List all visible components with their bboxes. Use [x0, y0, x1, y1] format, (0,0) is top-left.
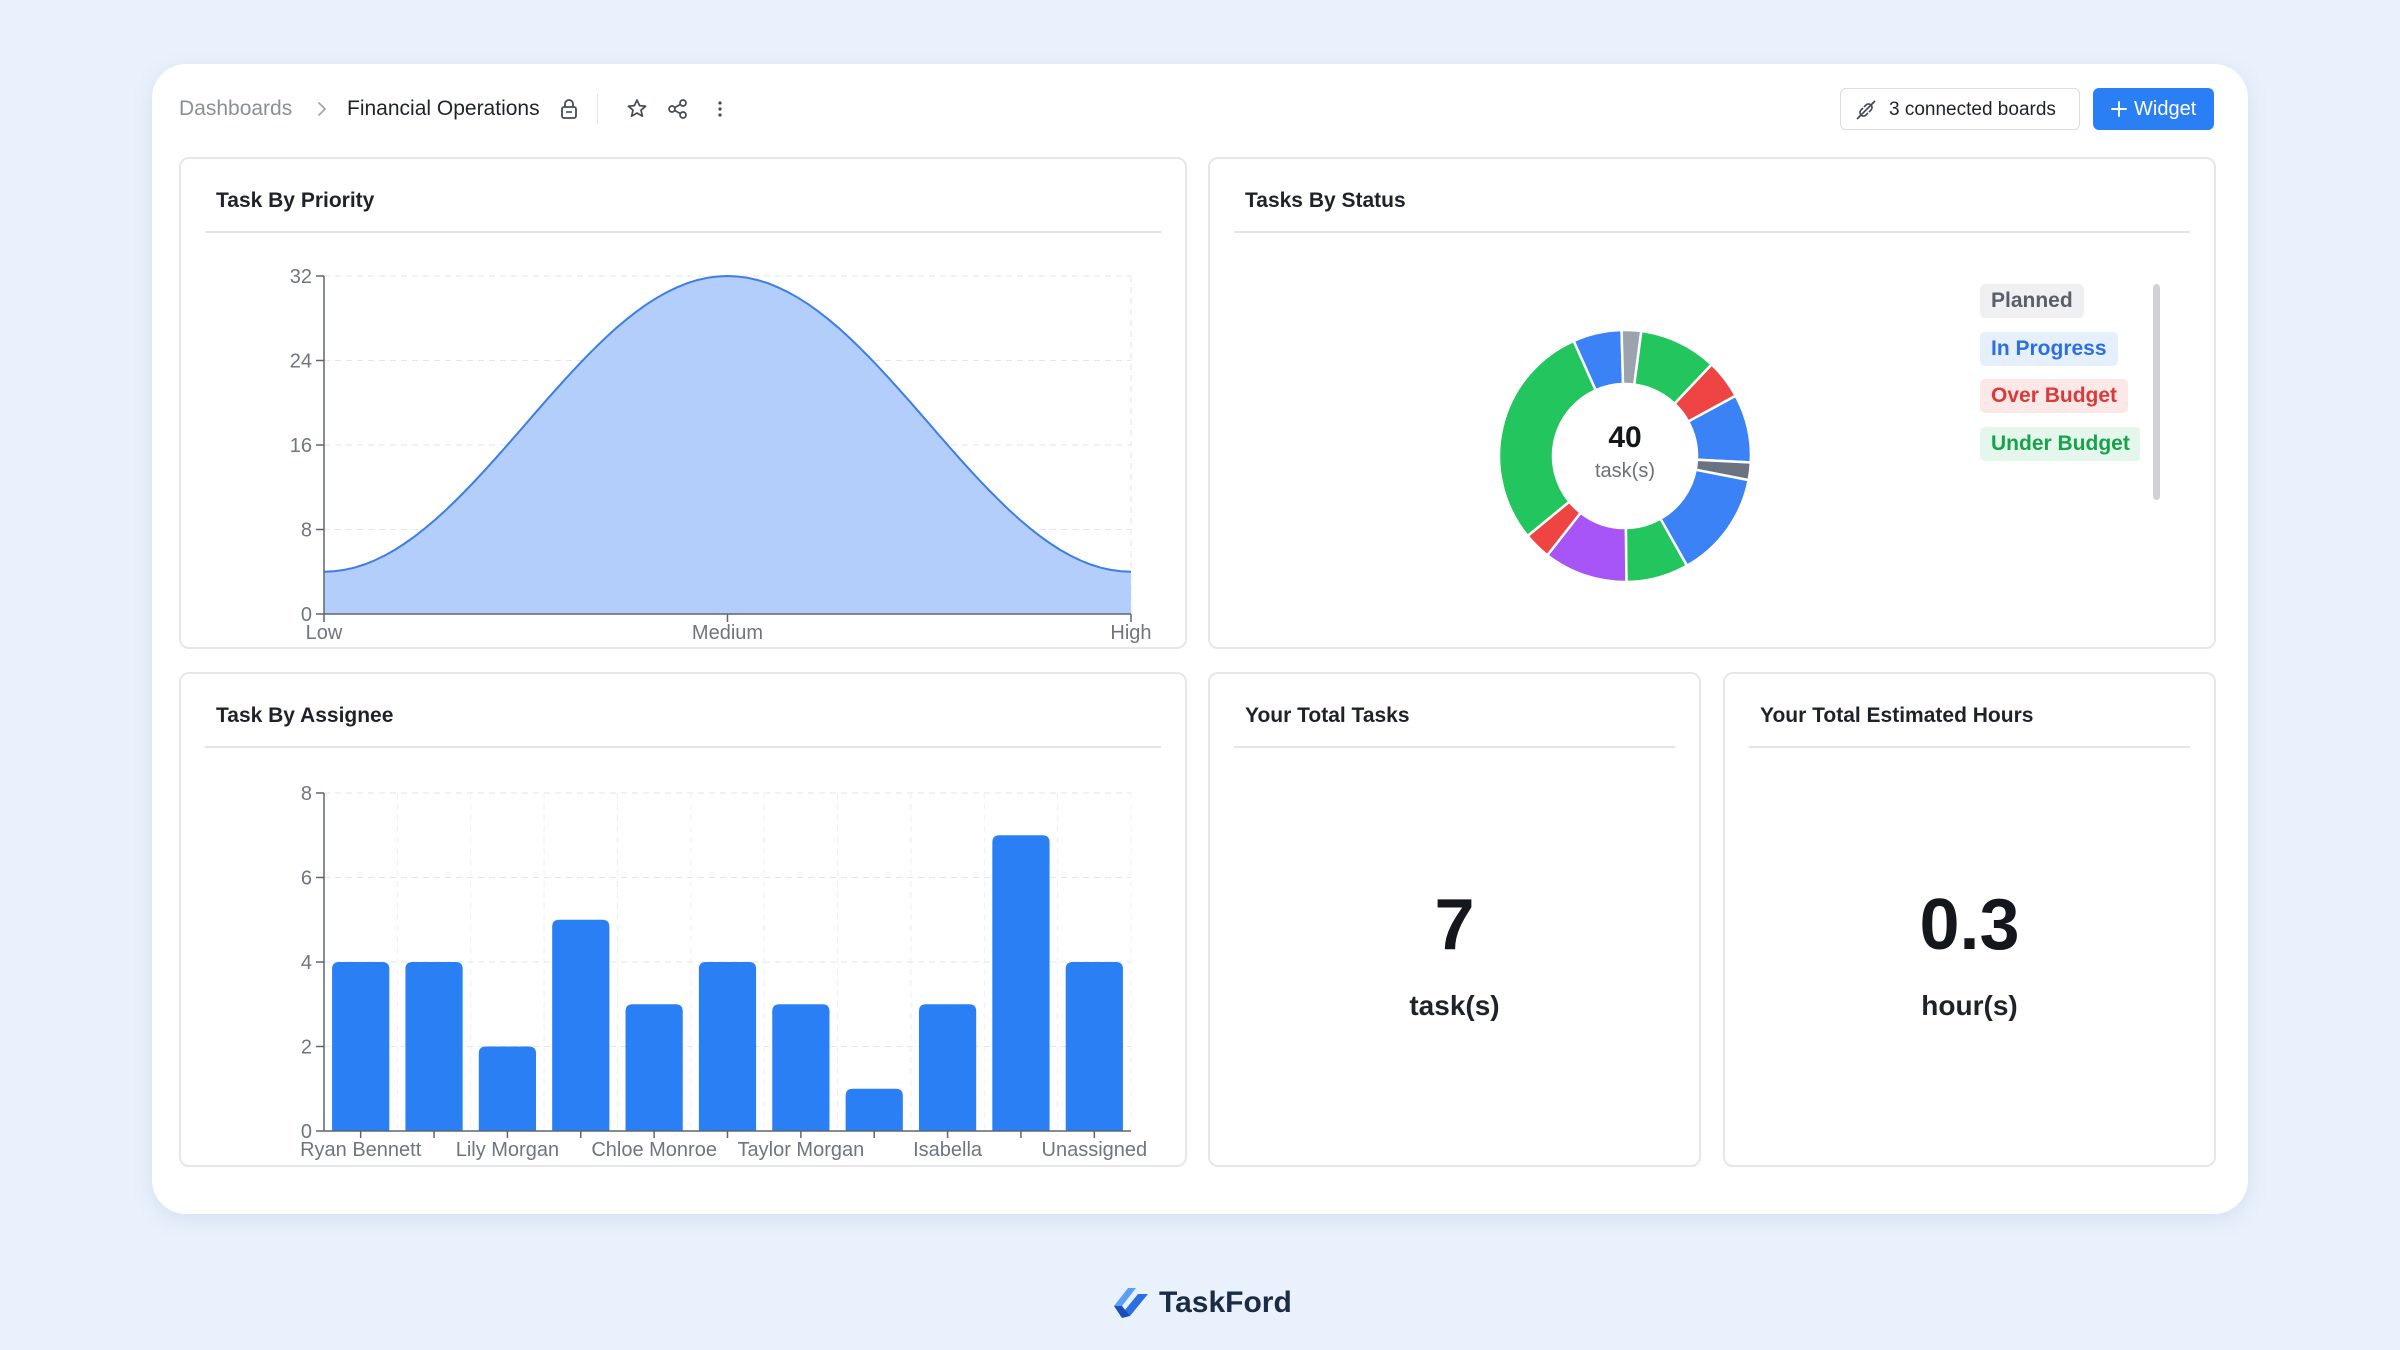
status-widget[interactable]: Tasks By Status 40 task(s) Planned In Pro… [1208, 157, 2216, 649]
plus-icon [2111, 101, 2127, 117]
status-widget-title: Tasks By Status [1245, 189, 1406, 212]
card-divider [205, 746, 1161, 748]
donut-center-value: 40 [1608, 421, 1641, 454]
y-tick-label: 24 [290, 351, 312, 373]
priority-widget[interactable]: Task By Priority 0 8 16 24 32 Low Medium High [179, 157, 1187, 649]
x-tick-label: High [1110, 622, 1151, 644]
total-hours-unit: hour(s) [1921, 990, 2018, 1021]
total-tasks-value: 7 [1434, 885, 1475, 965]
area-fill [324, 276, 1131, 614]
bar [918, 1004, 977, 1131]
total-hours-title: Your Total Estimated Hours [1760, 704, 2034, 727]
y-tick-label: 2 [301, 1037, 312, 1059]
x-tick-label: Taylor Morgan [738, 1139, 865, 1161]
add-widget-label: Widget [2134, 98, 2197, 120]
plug-disconnected-icon [1856, 100, 1876, 120]
brand-logo: TaskFord [1110, 1280, 1300, 1324]
star-icon[interactable] [624, 96, 650, 122]
total-tasks-unit: task(s) [1409, 990, 1500, 1021]
y-tick-label: 4 [301, 952, 312, 974]
donut-center-unit: task(s) [1595, 460, 1655, 482]
card-divider [1234, 231, 2190, 233]
header-divider [597, 94, 598, 124]
y-tick-label: 8 [301, 783, 312, 805]
legend-item[interactable]: Planned [1980, 284, 2084, 318]
x-tick-label: Low [306, 622, 343, 644]
dashboard-frame: Dashboards Financial Operations [152, 64, 2248, 1214]
card-divider [205, 231, 1161, 233]
status-donut-chart: 40 task(s) [1497, 328, 1753, 584]
more-vertical-icon[interactable] [707, 96, 733, 122]
x-tick-label: Isabella [913, 1139, 983, 1161]
y-tick-label: 0 [301, 604, 312, 626]
total-tasks-widget[interactable]: Your Total Tasks 7 task(s) [1208, 672, 1701, 1167]
priority-widget-title: Task By Priority [216, 189, 375, 212]
x-tick-label: Unassigned [1042, 1139, 1148, 1161]
x-tick-label: Chloe Monroe [591, 1139, 717, 1161]
total-tasks-title: Your Total Tasks [1245, 704, 1410, 727]
add-widget-button[interactable]: Widget [2093, 88, 2214, 130]
breadcrumb-dashboards[interactable]: Dashboards [179, 97, 293, 120]
assignee-widget-title: Task By Assignee [216, 704, 394, 727]
x-tick-label: Medium [692, 622, 763, 644]
card-divider [1234, 746, 1675, 748]
bar [332, 962, 390, 1131]
assignee-widget[interactable]: Task By Assignee 0 2 4 6 8 Ryan Bennett Lily M… [179, 672, 1187, 1167]
legend-item[interactable]: Under Budget [1980, 426, 2140, 461]
legend-item[interactable]: Over Budget [1980, 379, 2129, 413]
bar [625, 1004, 683, 1131]
y-tick-label: 8 [301, 520, 312, 542]
x-tick-label: Lily Morgan [456, 1139, 559, 1161]
x-tick-label: Ryan Bennett [300, 1139, 422, 1161]
priority-area-chart: 0 8 16 24 32 Low Medium High [290, 266, 1152, 644]
legend-item[interactable]: In Progress [1980, 331, 2118, 366]
bar [478, 1046, 537, 1131]
y-tick-label: 16 [290, 435, 312, 457]
y-tick-label: 0 [301, 1121, 312, 1143]
lock-icon[interactable] [556, 96, 582, 122]
bar [1065, 962, 1123, 1131]
bar [552, 919, 610, 1131]
bar [405, 962, 463, 1131]
bar [992, 835, 1050, 1131]
connected-boards-label: 3 connected boards [1889, 99, 2056, 120]
share-icon[interactable] [665, 96, 691, 122]
bar [845, 1088, 903, 1131]
bar [698, 962, 757, 1131]
status-legend: Planned In Progress Over Budget Under Budge… [1980, 284, 2140, 469]
card-divider [1749, 746, 2190, 748]
page-title: Financial Operations [347, 97, 540, 120]
y-tick-label: 32 [290, 266, 312, 288]
total-hours-widget[interactable]: Your Total Estimated Hours 0.3 hour(s) [1723, 672, 2216, 1167]
total-hours-value: 0.3 [1919, 885, 2020, 965]
connected-boards-button[interactable]: 3 connected boards [1840, 88, 2080, 130]
legend-scrollbar[interactable] [2153, 284, 2160, 500]
y-tick-label: 6 [301, 868, 312, 890]
bar [772, 1004, 830, 1131]
chevron-right-icon [318, 102, 326, 116]
dashboard-header: Dashboards Financial Operations [152, 64, 2248, 154]
donut-slice [1497, 339, 1598, 538]
assignee-bar-chart: 0 2 4 6 8 Ryan Bennett Lily Morgan Chloe Monroe… [300, 783, 1148, 1161]
taskford-logo-icon [1114, 1288, 1148, 1318]
brand-name: TaskFord [1159, 1286, 1292, 1319]
area-line [323, 274, 1132, 573]
